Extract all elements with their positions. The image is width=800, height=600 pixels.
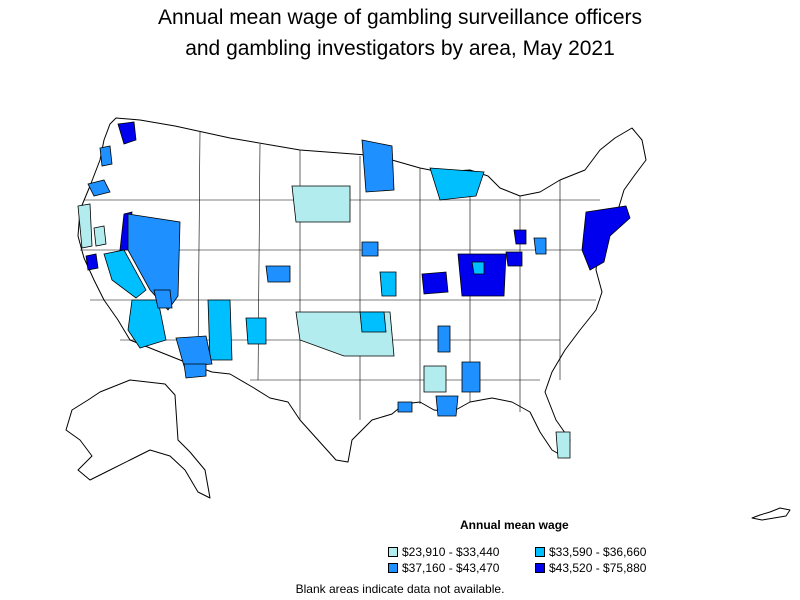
area-columbus: [505, 251, 523, 267]
area-las-vegas: [153, 289, 173, 309]
map-title: Annual mean wage of gambling surveillanc…: [0, 2, 800, 64]
legend-swatch-1: [388, 547, 398, 557]
area-western-washington: [99, 145, 113, 167]
title-line-2: and gambling investigators by area, May …: [185, 37, 615, 60]
area-tucson: [183, 363, 207, 379]
legend-title: Annual mean wage: [460, 518, 569, 532]
legend-label-3: $37,160 - $43,470: [402, 561, 500, 575]
legend-item-1: $23,910 - $33,440: [388, 545, 499, 559]
area-south-dakota: [291, 185, 351, 223]
area-st-louis: [421, 271, 449, 295]
area-new-mexico: [245, 317, 267, 345]
area-bay-area: [85, 253, 99, 271]
area-northern-arizona: [207, 299, 233, 361]
legend-label-4: $43,520 - $75,880: [549, 561, 647, 575]
area-tulsa: [359, 311, 387, 333]
area-new-orleans: [435, 395, 459, 417]
area-northern-california-coast: [77, 203, 93, 249]
area-colorado: [265, 265, 291, 283]
area-iowa: [361, 241, 379, 257]
area-lake-charles: [397, 401, 413, 413]
area-louisville-cincinnati: [457, 253, 507, 297]
area-sacramento: [93, 225, 107, 247]
footnote: Blank areas indicate data not available.: [295, 582, 505, 596]
area-southern-oregon: [87, 179, 111, 197]
area-seattle: [117, 121, 137, 145]
alaska-outline: [65, 379, 211, 499]
area-nevada: [127, 213, 181, 311]
legend-item-4: $43,520 - $75,880: [535, 561, 646, 575]
title-line-1: Annual mean wage of gambling surveillanc…: [157, 6, 643, 29]
area-southern-california: [127, 299, 167, 349]
area-alabama: [461, 361, 481, 393]
area-gulf-coast-mississippi: [423, 365, 447, 393]
hawaii-outline: [751, 507, 791, 521]
legend-swatch-3: [388, 563, 398, 573]
legend-swatch-2: [535, 547, 545, 557]
legend-label-2: $33,590 - $36,660: [549, 545, 647, 559]
area-west-virginia: [471, 261, 485, 275]
area-mississippi: [437, 325, 451, 353]
legend-swatch-4: [535, 563, 545, 573]
legend-label-1: $23,910 - $33,440: [402, 545, 500, 559]
legend-item-3: $37,160 - $43,470: [388, 561, 499, 575]
area-pittsburgh: [533, 237, 547, 255]
area-michigan: [429, 167, 485, 201]
area-kansas-missouri: [379, 271, 397, 297]
area-minnesota: [361, 139, 395, 193]
area-detroit: [513, 229, 527, 245]
area-south-florida: [555, 431, 571, 459]
legend-item-2: $33,590 - $36,660: [535, 545, 646, 559]
area-phoenix: [175, 335, 213, 367]
area-east-coast-northeast: [581, 205, 631, 271]
area-central-california: [103, 249, 147, 299]
